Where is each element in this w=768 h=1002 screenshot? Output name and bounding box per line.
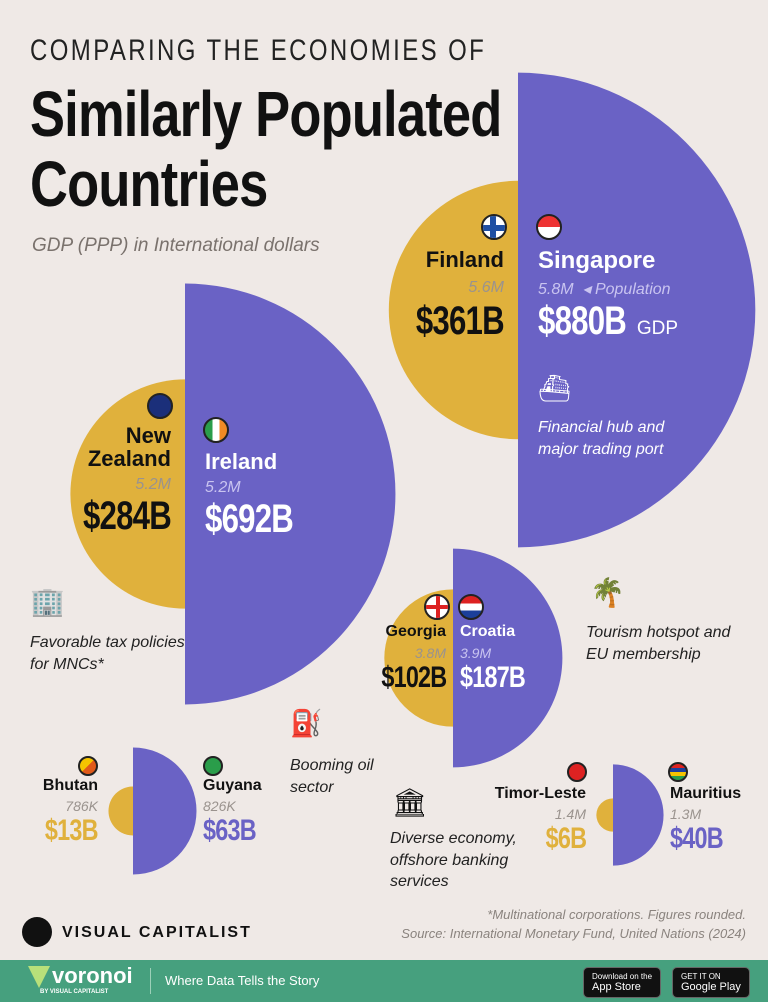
ship-icon: ⛴ [538, 373, 572, 403]
country-name: Singapore [538, 247, 656, 274]
gdp-value: $187B [460, 660, 526, 694]
population: 1.3M [670, 805, 702, 822]
gdp-value: $284B [82, 494, 172, 539]
legend-gdp: GDP [636, 318, 679, 340]
oil-pump-icon: ⛽ [290, 708, 323, 738]
new-zealand-flag-icon [147, 393, 173, 419]
footer-bar: voronoi BY VISUAL CAPITALIST Where Data … [0, 960, 768, 1002]
subtitle: GDP (PPP) in International dollars [32, 235, 320, 256]
google-play-button[interactable]: GET IT ON Google Play [672, 967, 750, 998]
semicircle-bhutan [108, 786, 133, 836]
annotation: Favorable tax policies for MNCs* [30, 634, 185, 673]
annotation: Financial hub and major trading port [538, 419, 665, 458]
voronoi-brand: voronoi [52, 963, 133, 988]
country-name: Timor-Leste [494, 785, 586, 802]
country-name: Bhutan [42, 777, 98, 794]
palm-tree-icon: 🌴 [590, 577, 625, 608]
kicker: COMPARING THE ECONOMIES OF [30, 34, 487, 67]
singapore-flag-icon [536, 214, 562, 240]
appstore-small: Download on the [592, 972, 653, 981]
divider [150, 968, 151, 994]
mauritius-flag-icon [668, 762, 688, 782]
country-name: Georgia [385, 623, 446, 640]
country-name: Guyana [203, 777, 262, 794]
population: 3.8M [414, 644, 446, 661]
bhutan-flag-icon [78, 756, 98, 776]
population: 826K [203, 797, 236, 814]
ireland-flag-icon [203, 417, 229, 443]
population: 3.9M [460, 644, 492, 661]
annotation: Diverse economy, offshore banking servic… [390, 830, 517, 891]
brand-name: VISUAL CAPITALIST [62, 924, 252, 941]
finland-flag-icon [481, 214, 507, 240]
legend-population: Population [594, 281, 671, 299]
semicircle-georgia [384, 589, 453, 727]
app-store-button[interactable]: Download on the App Store [583, 967, 662, 998]
gdp-value: $13B [45, 813, 99, 847]
guyana-flag-icon [203, 756, 223, 776]
gdp-value: $361B [415, 299, 505, 344]
gdp-value: $692B [205, 497, 294, 542]
appstore-label: App Store [592, 981, 641, 993]
country-name: Finland [425, 247, 504, 272]
country-name: Ireland [205, 449, 278, 474]
buildings-icon: 🏢 [30, 586, 65, 617]
gdp-value: $6B [545, 821, 586, 855]
population: 5.2M [205, 479, 241, 497]
timor-leste-flag-icon [567, 762, 587, 782]
tagline: Where Data Tells the Story [165, 973, 320, 988]
semicircle-finland [388, 180, 518, 440]
population: 5.2M [135, 476, 171, 494]
source: Source: International Monetary Fund, Uni… [401, 926, 746, 941]
footnote: *Multinational corporations. Figures rou… [487, 907, 746, 922]
semicircle-singapore [518, 72, 756, 548]
voronoi-sub: BY VISUAL CAPITALIST [40, 989, 109, 995]
gdp-value: $63B [203, 813, 257, 847]
annotation: Tourism hotspot and EU membership [586, 624, 731, 663]
population: 1.4M [554, 805, 586, 822]
semicircle-guyana [133, 747, 197, 875]
gplay-small: GET IT ON [681, 972, 721, 981]
population: 786K [65, 797, 98, 814]
visual-capitalist-logo-icon [22, 917, 52, 947]
semicircle-ireland [185, 283, 396, 705]
country-name: Croatia [460, 623, 516, 640]
bank-icon: 🏛 [392, 787, 428, 818]
semicircle-timor-leste [596, 798, 613, 832]
gdp-value: $102B [380, 660, 447, 694]
country-name: New Zealand [87, 423, 171, 472]
gdp-value: $40B [670, 821, 724, 855]
semicircle-mauritius [613, 764, 664, 866]
gdp-value: $880B [538, 299, 627, 344]
georgia-flag-icon [424, 594, 450, 620]
country-name: Mauritius [670, 785, 742, 802]
semicircle-new-zealand [70, 379, 185, 609]
voronoi-logo-icon [28, 966, 50, 988]
page-title-2: Countries [30, 148, 268, 220]
population: 5.6M [468, 279, 504, 297]
population: 5.8M [538, 281, 574, 299]
annotation: Booming oil sector [290, 757, 374, 796]
gplay-label: Google Play [681, 981, 741, 993]
croatia-flag-icon [458, 594, 484, 620]
page-title: Similarly Populated [30, 78, 502, 150]
